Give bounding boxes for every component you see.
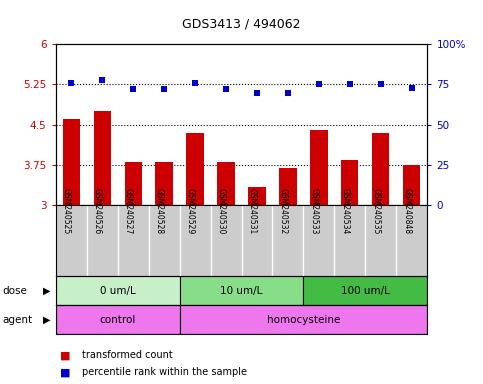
Text: GSM240530: GSM240530 — [217, 188, 226, 234]
Bar — [186, 133, 203, 205]
Text: GDS3413 / 494062: GDS3413 / 494062 — [182, 17, 301, 30]
Bar — [180, 276, 303, 305]
Text: GSM240531: GSM240531 — [248, 188, 257, 234]
Text: 100 um/L: 100 um/L — [341, 286, 390, 296]
Bar — [56, 305, 180, 334]
Point — [129, 86, 137, 93]
Point — [408, 84, 416, 91]
Text: ■: ■ — [60, 350, 71, 360]
Bar — [56, 276, 180, 305]
Bar — [156, 162, 172, 205]
Text: 10 um/L: 10 um/L — [220, 286, 263, 296]
Bar — [280, 168, 297, 205]
Text: GSM240525: GSM240525 — [62, 188, 71, 234]
Point — [98, 76, 106, 83]
Text: control: control — [99, 314, 136, 325]
Text: agent: agent — [2, 314, 32, 325]
Text: percentile rank within the sample: percentile rank within the sample — [82, 367, 247, 377]
Text: GSM240526: GSM240526 — [93, 188, 102, 234]
Text: homocysteine: homocysteine — [267, 314, 340, 325]
Text: GSM240529: GSM240529 — [186, 188, 195, 234]
Point — [315, 81, 323, 88]
Bar — [248, 187, 266, 205]
Bar — [341, 160, 358, 205]
Text: GSM240535: GSM240535 — [372, 188, 381, 234]
Text: GSM240848: GSM240848 — [403, 188, 412, 234]
Bar — [303, 276, 427, 305]
Point — [253, 89, 261, 96]
Point — [377, 81, 385, 88]
Point — [191, 80, 199, 86]
Bar — [372, 133, 389, 205]
Text: GSM240532: GSM240532 — [279, 188, 288, 234]
Text: ▶: ▶ — [43, 286, 51, 296]
Text: ▶: ▶ — [43, 314, 51, 325]
Bar — [94, 111, 111, 205]
Text: transformed count: transformed count — [82, 350, 173, 360]
Bar — [311, 130, 327, 205]
Bar — [125, 162, 142, 205]
Text: ■: ■ — [60, 367, 71, 377]
Point — [222, 86, 230, 93]
Text: GSM240528: GSM240528 — [155, 188, 164, 234]
Point — [284, 89, 292, 96]
Text: dose: dose — [2, 286, 28, 296]
Bar — [403, 165, 421, 205]
Text: GSM240533: GSM240533 — [310, 188, 319, 234]
Bar — [217, 162, 235, 205]
Point — [160, 86, 168, 93]
Text: 0 um/L: 0 um/L — [99, 286, 135, 296]
Text: GSM240534: GSM240534 — [341, 188, 350, 234]
Bar — [62, 119, 80, 205]
Point — [67, 80, 75, 86]
Point — [346, 81, 354, 88]
Bar — [180, 305, 427, 334]
Text: GSM240527: GSM240527 — [124, 188, 133, 234]
